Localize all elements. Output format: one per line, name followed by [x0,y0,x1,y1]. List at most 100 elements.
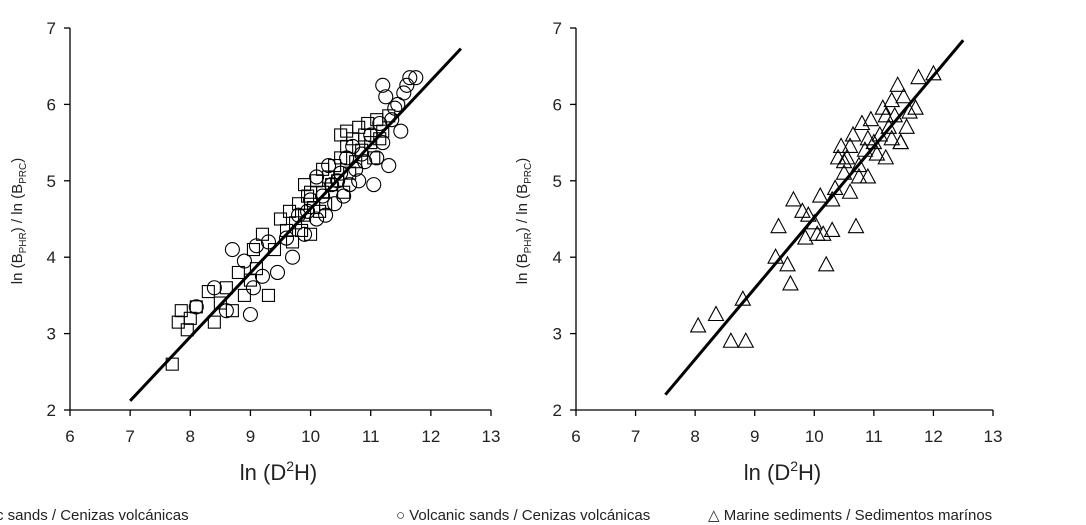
point-circle [269,264,286,281]
point-circle [372,115,388,132]
point-triangle [886,106,904,123]
x-tick-label: 9 [246,427,255,446]
point-circle [375,77,391,93]
x-axis-label-sup: 2 [286,458,294,474]
point-triangle [850,156,868,173]
x-tick-label: 8 [186,427,195,446]
point-square [316,162,330,176]
point-square [310,174,324,188]
x-axis-label: ln (D2H) [744,458,821,485]
point-circle [333,165,349,181]
point-square [189,300,203,314]
point-circle [363,127,379,143]
point-circle [354,146,370,162]
legend-item-volcanic-sands: ○ Volcanic sands / Cenizas volcánicas [396,507,650,524]
point-circle [348,161,364,177]
point-triangle [883,129,901,146]
point-triangle [877,106,895,123]
point-circle [278,230,295,246]
point-circle [206,280,222,296]
x-axis-label-end: H) [294,460,317,485]
point-triangle [841,183,859,199]
point-circle [399,77,415,93]
point-triangle [823,190,841,207]
point-triangle [707,305,725,322]
point-circle [396,85,412,101]
y-tick-label: 5 [553,172,562,191]
legend-symbol-circle: ○ [396,507,405,524]
point-circle [188,299,204,315]
point-circle [242,306,258,323]
point-circle [366,177,382,193]
y-axis-label: ln (BPHR) / ln (BPRC) [514,158,534,284]
point-circle [309,169,325,185]
point-triangle [722,332,740,348]
point-triangle [835,152,853,169]
point-triangle [856,141,874,157]
point-triangle [832,137,850,153]
y-tick-label: 3 [47,325,56,344]
point-circle [375,135,391,151]
point-circle [303,192,319,208]
point-square [171,315,185,329]
point-square [249,262,263,276]
x-tick-label: 10 [805,427,824,446]
y-axis-label-part: ln (B [514,253,531,284]
point-circle [387,100,403,116]
point-triangle [883,91,901,108]
point-circle [245,280,261,296]
point-circle [218,303,234,319]
point-circle [345,138,361,154]
y-axis-label-sub: PRC [523,163,534,184]
point-triangle [925,64,942,81]
point-triangle [689,316,707,333]
point-triangle [782,274,799,291]
point-triangle [880,118,898,134]
legend-symbol-triangle: △ [708,507,720,524]
point-triangle [862,110,880,127]
point-circle [284,249,301,265]
y-axis-label: ln (BPHR) / ln (BPRC) [9,158,29,284]
point-triangle [817,255,835,272]
y-axis-label-part: ) / ln (B [9,184,26,232]
y-axis-label-sub: PRC [18,163,29,184]
legend-text: Marine sediments / Sedimentos marínos [724,507,992,524]
point-triangle [770,217,787,234]
point-triangle [895,87,913,104]
point-circle [254,268,271,284]
point-circle [357,154,373,170]
point-square [364,136,378,150]
point-square [340,124,354,138]
point-square [213,296,227,310]
legend-text: c sands / Cenizas volcánicas [0,507,189,524]
x-tick-label: 6 [571,427,580,446]
point-square [201,285,215,299]
point-square [231,265,245,280]
point-square [298,178,312,192]
point-circle [224,242,240,258]
point-triangle [859,167,877,184]
point-circle [318,207,334,223]
x-tick-label: 7 [631,427,640,446]
point-square [255,227,270,241]
point-triangle [796,228,814,245]
point-triangle [844,125,862,142]
point-circle [309,211,325,227]
point-triangle [868,144,886,161]
point-circle [402,70,418,86]
legend-item-volcanic-ashes: c sands / Cenizas volcánicas [0,507,189,524]
x-tick-label: 6 [65,427,74,446]
x-axis-label: ln (D2H) [240,458,317,485]
y-tick-label: 7 [47,19,56,38]
point-square [282,204,297,218]
y-axis-label-sub: PHR [18,232,29,253]
point-triangle [898,118,916,134]
point-triangle [823,221,841,238]
y-axis-label-part: ln (B [9,253,26,284]
x-axis-label-main: ln (D [744,460,790,485]
y-tick-label: 2 [553,401,562,420]
point-square [361,116,375,131]
point-triangle [838,148,856,165]
point-circle [300,203,316,219]
